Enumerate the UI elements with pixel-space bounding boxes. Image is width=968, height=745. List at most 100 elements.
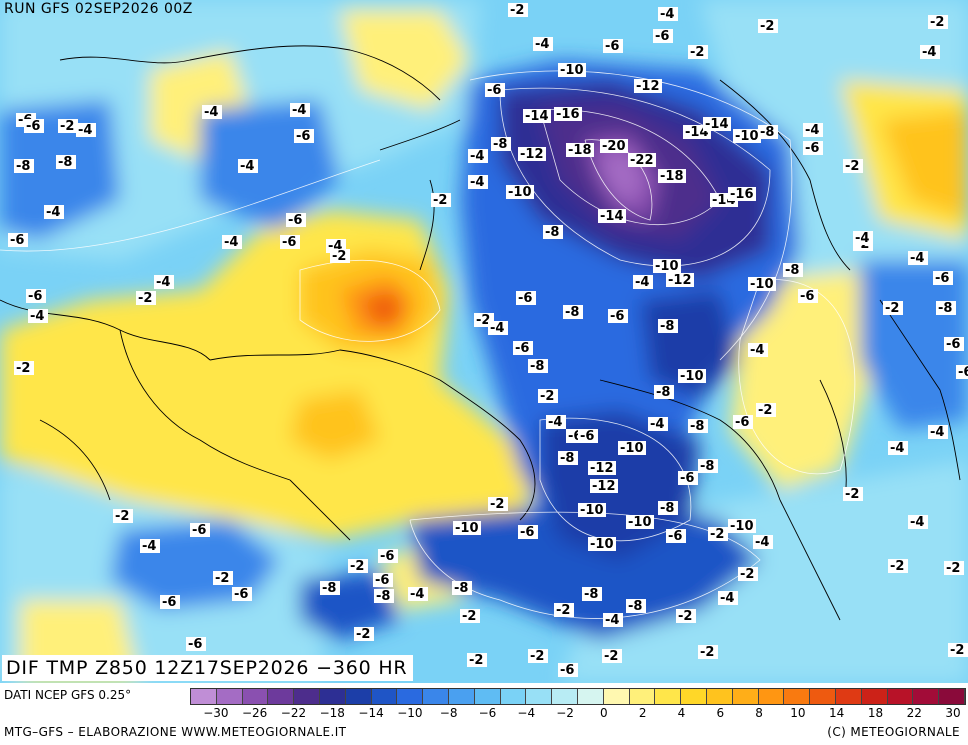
contour-value-label: -6 — [956, 365, 968, 380]
svg-text:-6: -6 — [580, 429, 594, 444]
svg-text:-10: -10 — [455, 521, 479, 536]
colorbar-cell — [268, 689, 295, 704]
svg-text:-4: -4 — [720, 591, 734, 606]
contour-value-label: -14 — [703, 117, 731, 132]
colorbar-tick-label: 0 — [600, 706, 608, 720]
svg-text:-2: -2 — [350, 559, 364, 574]
contour-value-label: -20 — [600, 139, 628, 154]
contour-value-label: -8 — [374, 589, 394, 604]
svg-text:-6: -6 — [515, 341, 529, 356]
svg-text:-2: -2 — [700, 645, 714, 660]
contour-value-label: -6 — [190, 523, 210, 538]
contour-value-label: -2 — [708, 527, 728, 542]
contour-value-label: -8 — [654, 385, 674, 400]
contour-value-label: -4 — [928, 425, 948, 440]
svg-text:-4: -4 — [805, 123, 819, 138]
contour-value-label: -2 — [843, 159, 863, 174]
svg-text:-10: -10 — [560, 63, 584, 78]
svg-text:-4: -4 — [910, 251, 924, 266]
colorbar-cell — [577, 689, 604, 704]
contour-value-label: -2 — [944, 561, 964, 576]
contour-value-label: -10 — [626, 515, 654, 530]
contour-value-label: -2 — [676, 609, 696, 624]
colorbar-cell — [294, 689, 320, 704]
colorbar-cell — [681, 689, 707, 704]
contour-value-label: -2 — [883, 301, 903, 316]
contour-value-label: -4 — [140, 539, 160, 554]
contour-value-label: -6 — [378, 549, 398, 564]
svg-text:-6: -6 — [800, 289, 814, 304]
svg-text:-8: -8 — [656, 385, 670, 400]
svg-text:-8: -8 — [376, 589, 390, 604]
contour-value-label: -8 — [658, 501, 678, 516]
svg-text:-6: -6 — [655, 29, 669, 44]
contour-value-label: -2 — [948, 643, 968, 658]
contour-value-label: -4 — [908, 515, 928, 530]
svg-text:-6: -6 — [805, 141, 819, 156]
svg-text:-2: -2 — [16, 361, 30, 376]
svg-text:-20: -20 — [602, 139, 626, 154]
contour-value-label: -6 — [24, 119, 44, 134]
contour-value-label: -4 — [44, 205, 64, 220]
contour-value-label: -2 — [136, 291, 156, 306]
contour-value-label: -4 — [603, 613, 623, 628]
contour-value-label: -6 — [798, 289, 818, 304]
contour-value-label: -4 — [888, 441, 908, 456]
svg-text:-2: -2 — [604, 649, 618, 664]
svg-text:-4: -4 — [605, 613, 619, 628]
colorbar-cell — [526, 689, 553, 704]
credit-left: MTG–GFS – ELABORAZIONE WWW.METEOGIORNALE… — [4, 725, 347, 739]
colorbar — [190, 688, 966, 705]
contour-value-label: -2 — [488, 497, 508, 512]
svg-text:-6: -6 — [296, 129, 310, 144]
contour-value-label: -2 — [843, 487, 863, 502]
contour-value-label: -2 — [688, 45, 708, 60]
contour-value-label: -6 — [294, 129, 314, 144]
credit-right: (C) METEOGIORNALE — [827, 725, 960, 739]
contour-value-label: -2 — [508, 3, 528, 18]
svg-text:-6: -6 — [560, 663, 574, 678]
svg-text:-4: -4 — [755, 535, 769, 550]
contour-value-label: -10 — [506, 185, 534, 200]
svg-text:-18: -18 — [568, 143, 592, 158]
contour-value-label: -2 — [888, 559, 908, 574]
svg-text:-2: -2 — [758, 403, 772, 418]
svg-text:-12: -12 — [636, 79, 660, 94]
contour-value-label: -14 — [598, 209, 626, 224]
contour-value-label: -18 — [566, 143, 594, 158]
svg-text:-2: -2 — [433, 193, 447, 208]
svg-text:-8: -8 — [322, 581, 336, 596]
svg-text:-2: -2 — [845, 159, 859, 174]
svg-text:-8: -8 — [785, 263, 799, 278]
contour-value-label: -10 — [578, 503, 606, 518]
contour-value-label: -8 — [626, 599, 646, 614]
contour-value-label: -8 — [563, 305, 583, 320]
contour-value-label: -6 — [608, 309, 628, 324]
colorbar-cell — [242, 689, 269, 704]
contour-value-label: -8 — [936, 301, 956, 316]
svg-text:-22: -22 — [630, 153, 654, 168]
contour-value-label: -12 — [588, 461, 616, 476]
colorbar-cell — [448, 689, 475, 704]
svg-text:-4: -4 — [292, 103, 306, 118]
colorbar-cell — [887, 689, 914, 704]
contour-value-label: -16 — [728, 187, 756, 202]
contour-value-label: -12 — [590, 479, 618, 494]
svg-text:-10: -10 — [680, 369, 704, 384]
svg-text:-2: -2 — [60, 119, 74, 134]
contour-value-label: -4 — [408, 587, 428, 602]
svg-text:-8: -8 — [565, 305, 579, 320]
svg-text:-10: -10 — [655, 259, 679, 274]
svg-text:-2: -2 — [490, 497, 504, 512]
svg-text:-8: -8 — [530, 359, 544, 374]
colorbar-tick-label: −8 — [439, 706, 458, 720]
contour-value-label: -6 — [485, 83, 505, 98]
svg-text:-6: -6 — [935, 271, 949, 286]
contour-value-label: -10 — [728, 519, 756, 534]
svg-text:-4: -4 — [750, 343, 764, 358]
contour-value-label: -6 — [186, 637, 206, 652]
svg-text:-4: -4 — [890, 441, 904, 456]
svg-text:-2: -2 — [476, 313, 490, 328]
contour-value-label: -8 — [452, 581, 472, 596]
svg-text:-2: -2 — [885, 301, 899, 316]
